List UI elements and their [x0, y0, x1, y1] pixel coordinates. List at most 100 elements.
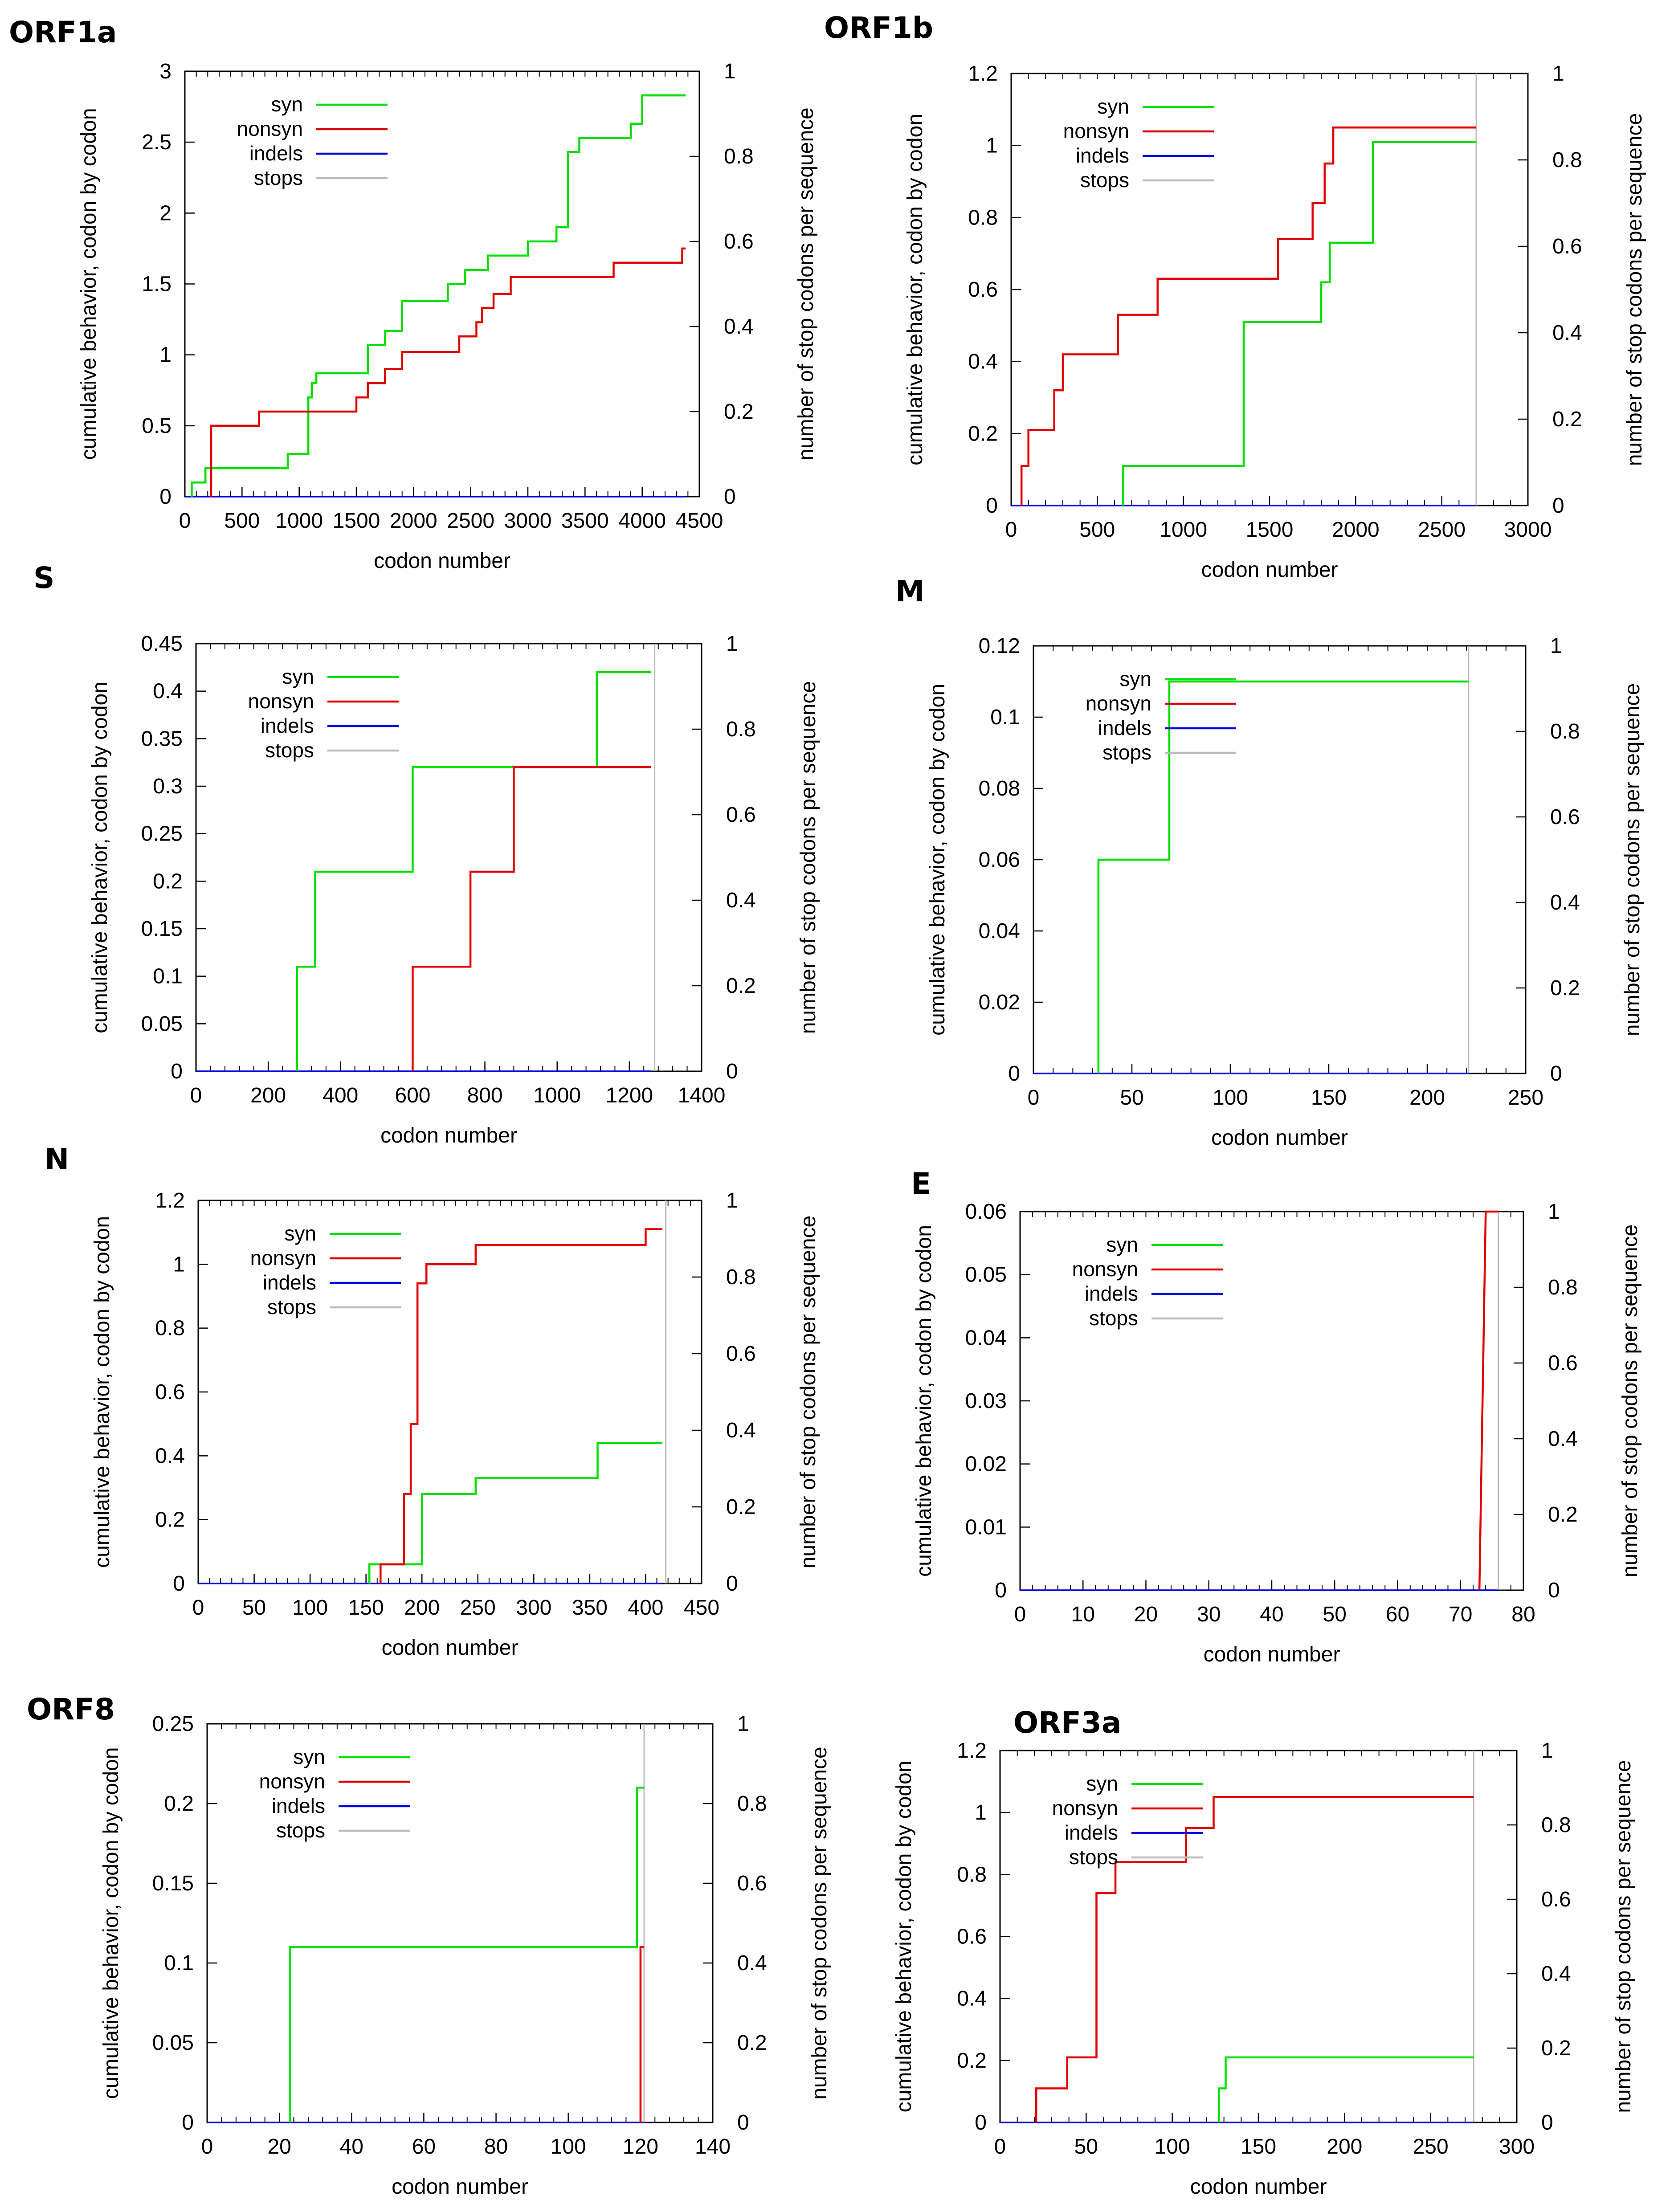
x-tick-label: 0	[201, 2135, 213, 2159]
y2-tick-label: 0.8	[1541, 1813, 1571, 1837]
y-tick-label: 0.2	[164, 1792, 194, 1816]
x-tick-label: 120	[623, 2135, 658, 2159]
y2-tick-label: 0	[1541, 2111, 1553, 2134]
x-tick-label: 400	[628, 1596, 663, 1620]
x-tick-label: 250	[460, 1596, 496, 1620]
y2-tick-label: 0.6	[737, 1872, 767, 1895]
y-tick-label: 0.4	[153, 680, 183, 703]
x-tick-label: 200	[1327, 2135, 1362, 2159]
series-syn-line	[1217, 2056, 1474, 2122]
y2-axis-title: number of stop codons per sequence	[1618, 1224, 1642, 1578]
y2-tick-label: 0.2	[726, 1495, 756, 1519]
y-tick-label: 0.4	[968, 350, 998, 374]
legend-label-syn: syn	[284, 1222, 316, 1245]
x-tick-label: 0	[1014, 1603, 1026, 1626]
legend-label-syn: syn	[1097, 95, 1129, 118]
y2-tick-label: 0.2	[737, 2031, 767, 2055]
series-syn-line	[1122, 141, 1476, 506]
y2-tick-label: 0.8	[724, 145, 754, 168]
y2-tick-label: 0.8	[1552, 148, 1582, 172]
y-tick-label: 0.8	[968, 206, 998, 229]
x-axis-title: codon number	[382, 1636, 519, 1660]
panel-orf1a: ORF1a 0 500 1000 1500 2000 2500 3000 3500 4000 450…	[9, 15, 818, 573]
legend-label-stops: stops	[1069, 1845, 1118, 1869]
y-tick-label: 0.3	[153, 775, 183, 798]
y2-tick-label: 0	[1552, 494, 1564, 518]
legend-label-nonsyn: nonsyn	[1086, 692, 1151, 715]
series-syn-line	[289, 1786, 644, 2122]
x-tick-label: 50	[1120, 1086, 1143, 1110]
series-nonsyn-line	[380, 1228, 663, 1583]
series-nonsyn-line	[1020, 126, 1476, 506]
x-tick-label: 200	[1409, 1086, 1445, 1110]
y-tick-label: 1	[986, 134, 998, 158]
y-tick-label: 0.4	[155, 1444, 185, 1468]
x-axis-title: codon number	[380, 1124, 517, 1147]
y2-tick-label: 0.8	[726, 718, 756, 741]
x-tick-label: 300	[1499, 2135, 1535, 2159]
y-tick-label: 0.06	[965, 1200, 1007, 1224]
panel-title: M	[895, 574, 925, 608]
y2-tick-label: 0.4	[724, 315, 754, 339]
panel-n: N 0 50 100 150 200 250 300 350 400 450 0 0.2 0.4 0.6 0.…	[45, 1142, 820, 1660]
y2-axis-title: number of stop codons per sequence	[1623, 113, 1646, 466]
y2-tick-label: 0.6	[1541, 1888, 1571, 1911]
y-tick-label: 0.05	[152, 2031, 194, 2055]
x-tick-label: 2000	[390, 509, 437, 533]
y-tick-label: 0.12	[979, 634, 1020, 658]
x-axis-title: codon number	[392, 2175, 528, 2199]
y2-tick-label: 1	[726, 632, 738, 656]
x-tick-label: 450	[684, 1596, 719, 1620]
x-tick-label: 4500	[676, 509, 723, 533]
y2-tick-label: 0.2	[726, 974, 756, 998]
y2-tick-label: 0.4	[737, 1951, 767, 1975]
x-tick-label: 150	[348, 1596, 384, 1620]
y2-tick-label: 0.2	[1541, 2037, 1571, 2060]
x-tick-label: 80	[1511, 1603, 1535, 1626]
y-tick-label: 2	[159, 201, 171, 225]
y-axis-title: cumulative behavior, codon by codon	[90, 1216, 114, 1568]
y-tick-label: 0.01	[965, 1515, 1007, 1539]
series-syn-line	[368, 1442, 663, 1583]
x-tick-label: 30	[1197, 1603, 1221, 1626]
y-tick-label: 1.5	[142, 273, 171, 296]
legend-label-stops: stops	[276, 1819, 325, 1842]
panel-title: ORF3a	[1013, 1706, 1121, 1740]
y-axis-title: cumulative behavior, codon by codon	[903, 114, 927, 465]
y2-tick-label: 0.8	[1550, 720, 1580, 743]
legend-label-nonsyn: nonsyn	[237, 117, 303, 140]
y2-tick-label: 0.4	[726, 889, 756, 912]
x-tick-label: 80	[484, 2135, 508, 2159]
y2-tick-label: 0	[724, 485, 736, 509]
y2-axis-title: number of stop codons per sequence	[794, 107, 818, 461]
x-tick-label: 20	[267, 2135, 291, 2159]
legend-label-stops: stops	[265, 739, 314, 762]
y2-tick-label: 0.4	[1552, 321, 1582, 345]
x-tick-label: 600	[395, 1084, 430, 1107]
legend-label-stops: stops	[1102, 741, 1151, 764]
series-nonsyn-line	[639, 1946, 644, 2122]
x-tick-label: 500	[1079, 518, 1115, 542]
y-tick-label: 2.5	[142, 131, 171, 154]
series-syn-line	[296, 671, 651, 1071]
x-axis-title: codon number	[1190, 2175, 1327, 2199]
x-tick-label: 500	[224, 509, 260, 533]
panel-title: ORF1b	[824, 11, 933, 45]
x-tick-label: 4000	[618, 509, 666, 533]
x-tick-label: 100	[1213, 1086, 1248, 1110]
x-axis-title: codon number	[1201, 558, 1338, 582]
legend-label-stops: stops	[267, 1295, 316, 1318]
x-tick-label: 10	[1071, 1603, 1095, 1626]
y2-tick-label: 0.8	[726, 1265, 756, 1289]
x-tick-label: 2000	[1332, 518, 1380, 542]
y-tick-label: 0	[986, 494, 998, 518]
x-tick-label: 1500	[333, 509, 380, 533]
y-tick-label: 0.1	[164, 1951, 194, 1975]
x-tick-label: 60	[412, 2135, 436, 2159]
panel-e: E0 10 20 30 40 50 60 70 8000.010.020.030.040.050…	[911, 1167, 1642, 1666]
x-tick-label: 0	[192, 1596, 204, 1620]
legend-label-syn: syn	[1106, 1233, 1138, 1256]
y-tick-label: 0.04	[979, 919, 1020, 943]
x-tick-label: 3500	[561, 509, 609, 533]
